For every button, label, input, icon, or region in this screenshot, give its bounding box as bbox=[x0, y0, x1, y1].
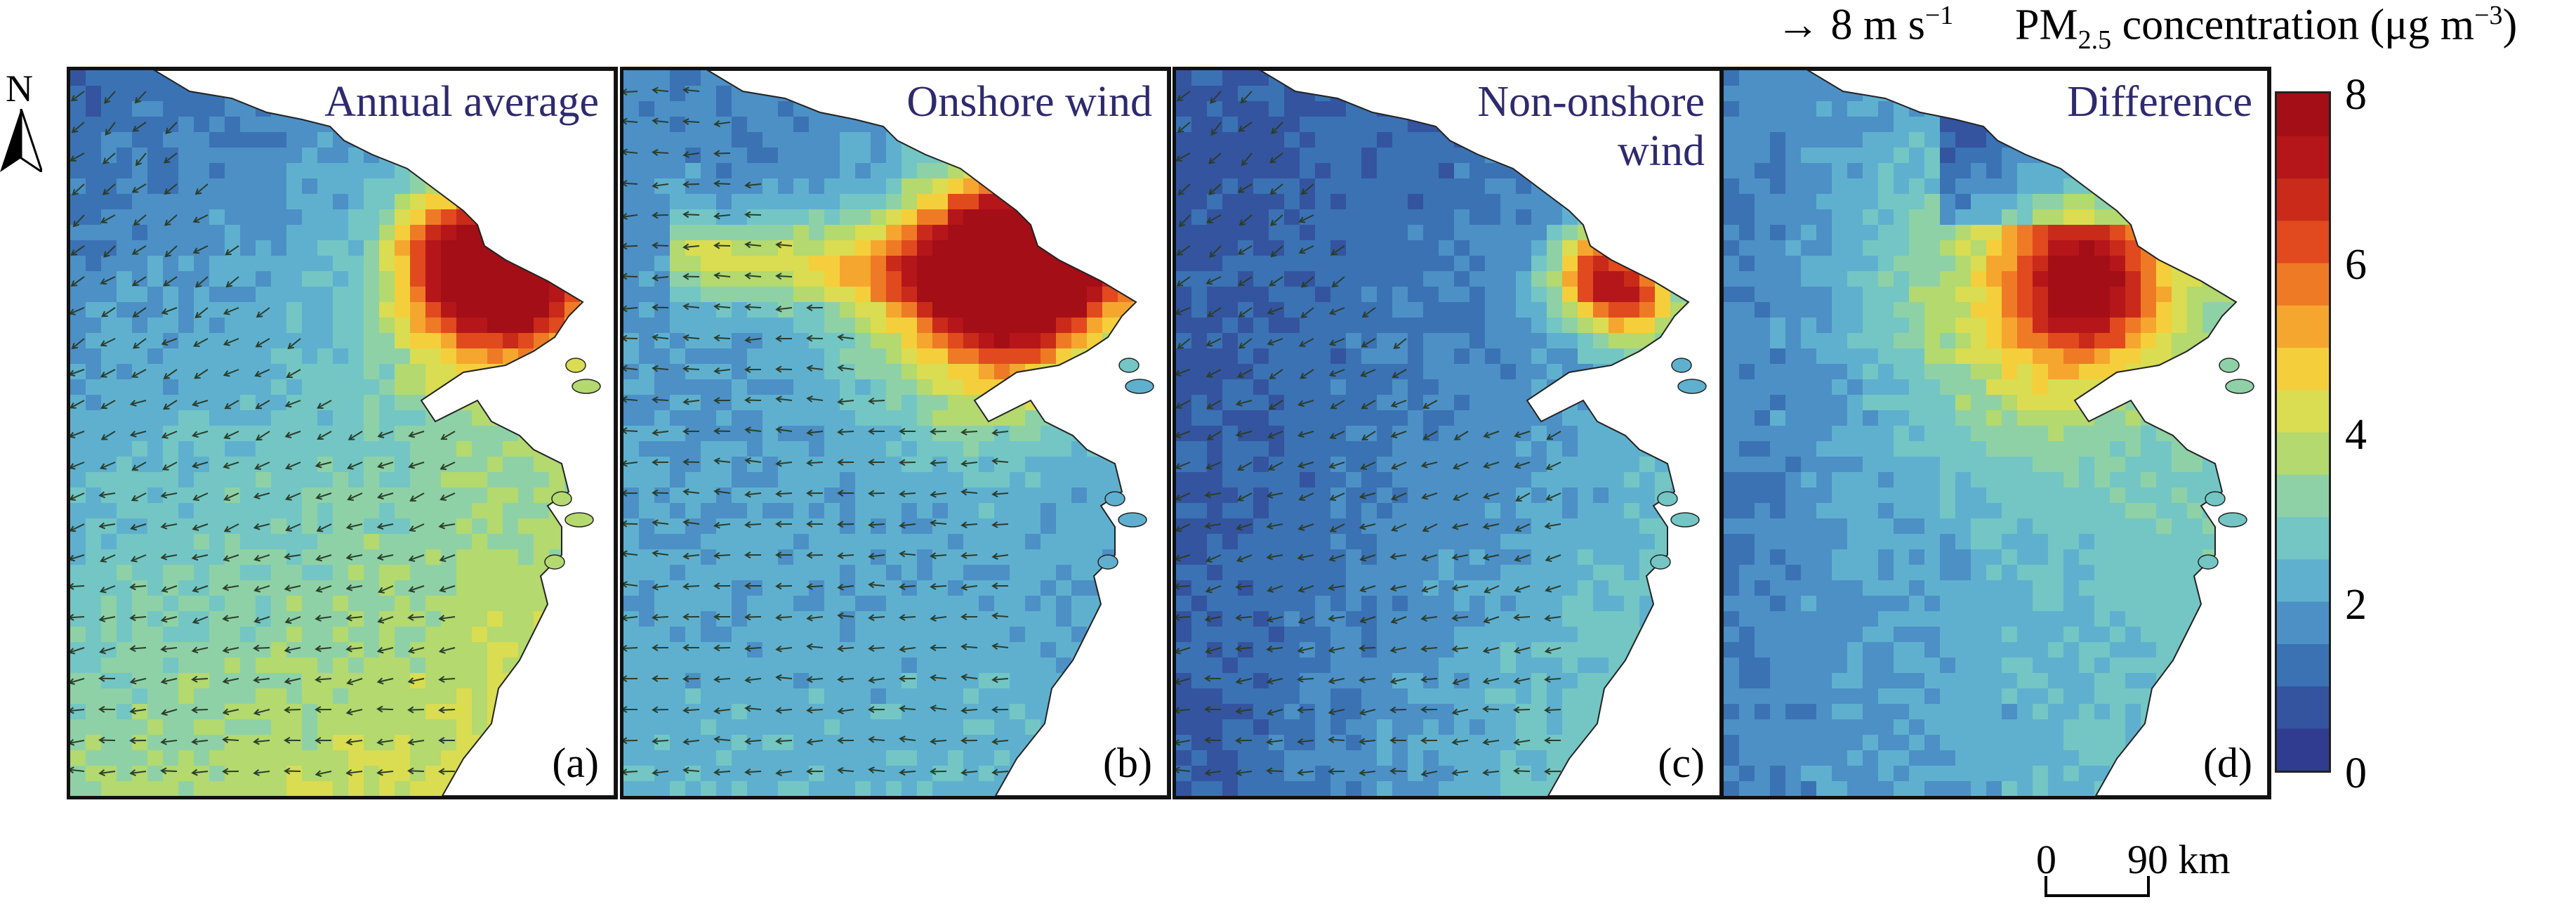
colorbar-title-end: ) bbox=[2502, 1, 2518, 49]
scale-bar-start: 0 bbox=[2036, 837, 2056, 882]
panel-b: Onshore wind (b) bbox=[620, 67, 1171, 799]
colorbar-title-main: PM bbox=[2015, 1, 2078, 49]
panel-label: (c) bbox=[1658, 740, 1705, 786]
map-non-onshore-wind bbox=[1176, 70, 1720, 796]
island bbox=[2198, 554, 2219, 570]
island bbox=[1097, 554, 1118, 570]
scale-bar-end: 90 km bbox=[2127, 837, 2231, 882]
colorbar-tick: 2 bbox=[2345, 581, 2367, 629]
colorbar-step bbox=[2277, 474, 2329, 518]
island bbox=[2219, 358, 2240, 373]
island bbox=[1118, 512, 1147, 528]
map-difference bbox=[1724, 70, 2268, 796]
island bbox=[544, 554, 565, 570]
wind-vectors bbox=[623, 86, 1009, 777]
island bbox=[565, 358, 586, 373]
sea-area bbox=[1259, 70, 1720, 796]
colorbar-title-rest: concentration (μg m bbox=[2111, 1, 2475, 49]
wind-reference-unit-sup: −1 bbox=[1924, 1, 1954, 30]
colorbar-step bbox=[2277, 305, 2329, 348]
island bbox=[1118, 358, 1140, 373]
wind-vectors bbox=[70, 91, 456, 778]
island bbox=[1671, 358, 1692, 373]
panel-label: (a) bbox=[552, 740, 599, 786]
colorbar-tick: 8 bbox=[2345, 71, 2367, 119]
colorbar-tick: 4 bbox=[2345, 411, 2367, 459]
colorbar-tick: 6 bbox=[2345, 241, 2367, 289]
panel-title: Non-onshore wind bbox=[1477, 78, 1705, 175]
panel-a: Annual average (a) bbox=[67, 67, 618, 799]
colorbar-title-sup: −3 bbox=[2474, 1, 2503, 30]
panel-c: Non-onshore wind (c) bbox=[1173, 67, 1724, 799]
island bbox=[1670, 512, 1700, 528]
panel-title: Onshore wind bbox=[906, 78, 1152, 126]
colorbar-step bbox=[2277, 601, 2329, 644]
island bbox=[551, 491, 572, 506]
colorbar-step bbox=[2277, 686, 2329, 729]
island bbox=[1650, 554, 1671, 570]
island bbox=[2225, 379, 2254, 394]
colorbar-step bbox=[2277, 93, 2329, 136]
colorbar-step bbox=[2277, 432, 2329, 475]
wind-vectors bbox=[1176, 91, 1561, 778]
colorbar-step bbox=[2277, 220, 2329, 263]
island bbox=[564, 512, 594, 528]
colorbar-step bbox=[2277, 389, 2329, 433]
colorbar-step bbox=[2277, 558, 2329, 602]
colorbar-tick: 0 bbox=[2345, 750, 2367, 797]
island bbox=[2205, 491, 2226, 506]
map-onshore-wind bbox=[623, 70, 1168, 796]
island bbox=[1657, 491, 1678, 506]
wind-reference: → 8 m s−1 bbox=[1776, 0, 1953, 51]
island bbox=[1677, 379, 1707, 394]
north-arrow-icon bbox=[0, 109, 42, 172]
panel-title: Annual average bbox=[324, 78, 599, 126]
sea-area bbox=[153, 70, 614, 796]
wind-reference-value: 8 m s bbox=[1830, 1, 1925, 49]
colorbar-title-sub: 2.5 bbox=[2078, 25, 2112, 55]
colorbar-gradient bbox=[2277, 93, 2329, 771]
colorbar bbox=[2275, 91, 2331, 773]
colorbar-step bbox=[2277, 347, 2329, 391]
north-arrow: N bbox=[0, 67, 49, 172]
island bbox=[1104, 491, 1125, 506]
panel-label: (b) bbox=[1103, 740, 1152, 786]
colorbar-step bbox=[2277, 516, 2329, 560]
colorbar-step bbox=[2277, 263, 2329, 306]
colorbar-title: PM2.5 concentration (μg m−3) bbox=[2015, 0, 2517, 55]
colorbar-step bbox=[2277, 728, 2329, 771]
wind-reference-arrow-icon: → bbox=[1776, 1, 1820, 49]
colorbar-step bbox=[2277, 643, 2329, 687]
panel-title: Difference bbox=[2067, 78, 2252, 126]
island bbox=[2218, 512, 2247, 528]
scale-bar bbox=[2045, 876, 2150, 897]
sea-area bbox=[1806, 70, 2268, 796]
colorbar-step bbox=[2277, 136, 2329, 179]
north-label: N bbox=[6, 67, 33, 110]
panel-d: Difference (d) bbox=[1720, 67, 2271, 799]
sea-area bbox=[706, 70, 1168, 796]
colorbar-step bbox=[2277, 178, 2329, 221]
island bbox=[1125, 379, 1154, 394]
panel-label: (d) bbox=[2203, 740, 2252, 786]
island bbox=[572, 379, 601, 394]
map-annual-average bbox=[70, 70, 614, 796]
